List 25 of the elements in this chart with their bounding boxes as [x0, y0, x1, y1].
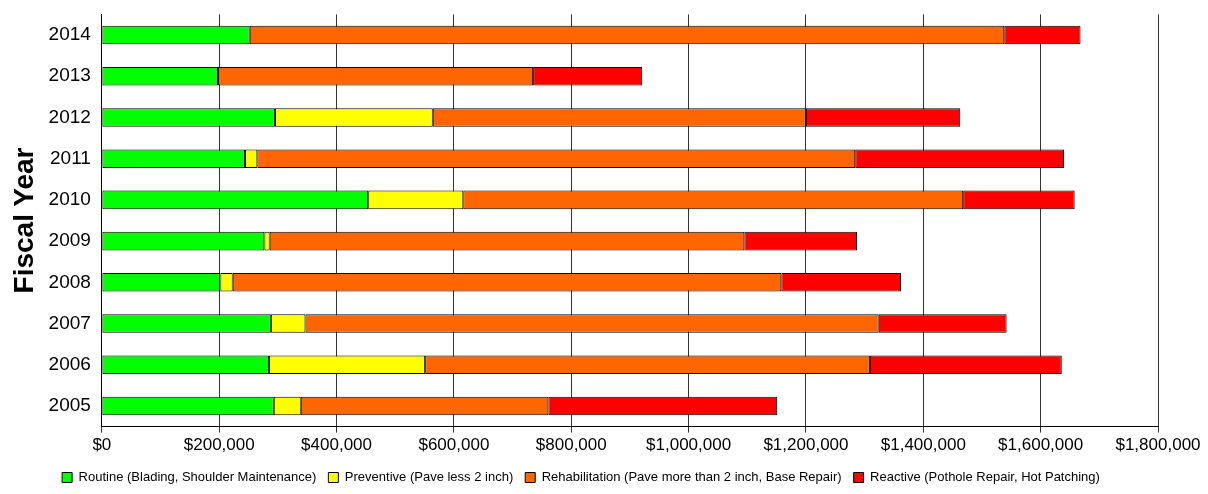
y-axis-title: Fiscal Year [7, 147, 39, 294]
x-tick-label: $1,600,000 [998, 435, 1084, 455]
x-tick-label: $400,000 [301, 435, 373, 455]
legend-label: Routine (Blading, Shoulder Maintenance) [78, 469, 317, 485]
legend-label: Reactive (Pothole Repair, Hot Patching) [870, 469, 1100, 485]
y-tick-label: 2014 [48, 23, 92, 45]
x-tick-label: $600,000 [418, 435, 490, 455]
y-tick-label: 2011 [50, 146, 91, 168]
x-tick-label: $1,000,000 [646, 435, 732, 455]
y-tick-label: 2006 [48, 353, 91, 374]
x-tick-label: $800,000 [535, 435, 607, 455]
y-tick-label: 2009 [48, 229, 91, 251]
y-tick-label: 2010 [48, 188, 91, 210]
x-tick-label: $200,000 [183, 435, 255, 455]
y-tick-label: 2005 [48, 394, 91, 416]
y-tick-label: 2013 [48, 64, 91, 86]
x-tick-label: $1,400,000 [880, 435, 966, 455]
y-tick-label: 2012 [48, 105, 91, 127]
legend-label: Preventive (Pave less 2 inch) [344, 469, 514, 485]
legend-label: Rehabilitation (Pave more than 2 inch, Base Repair) [541, 469, 842, 485]
y-tick-label: 2007 [48, 311, 91, 333]
y-tick-label: 2008 [48, 270, 91, 292]
x-tick-label: $1,800,000 [1115, 435, 1201, 455]
x-tick-label: $0 [92, 435, 112, 455]
x-tick-label: $1,200,000 [763, 435, 849, 455]
